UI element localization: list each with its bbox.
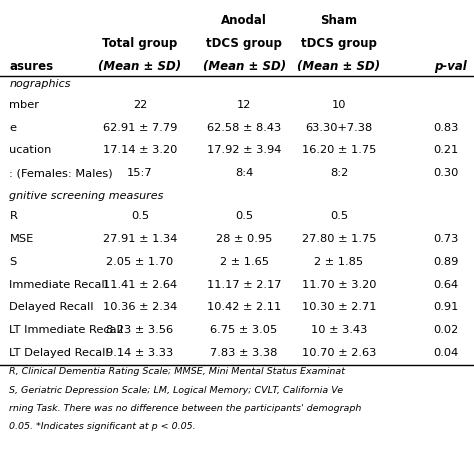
Text: (Mean ± ​SD): (Mean ± ​SD)	[98, 60, 182, 73]
Text: LT Immediate Recall: LT Immediate Recall	[9, 325, 124, 335]
Text: nographics: nographics	[9, 80, 71, 90]
Text: gnitive screening measures: gnitive screening measures	[9, 191, 164, 201]
Text: 12: 12	[237, 100, 251, 110]
Text: 0.83: 0.83	[434, 123, 459, 133]
Text: 8:2: 8:2	[330, 168, 348, 178]
Text: Delayed Recall: Delayed Recall	[9, 302, 94, 312]
Text: S, Geriatric Depression Scale; LM, Logical Memory; CVLT, California Ve: S, Geriatric Depression Scale; LM, Logic…	[9, 385, 344, 394]
Text: 8:4: 8:4	[235, 168, 253, 178]
Text: 15:7: 15:7	[127, 168, 153, 178]
Text: tDCS group: tDCS group	[301, 37, 377, 50]
Text: 0.89: 0.89	[434, 257, 459, 267]
Text: 11.17 ± 2.17: 11.17 ± 2.17	[207, 280, 282, 290]
Text: S: S	[9, 257, 17, 267]
Text: ucation: ucation	[9, 146, 52, 155]
Text: : (Females: Males): : (Females: Males)	[9, 168, 113, 178]
Text: 0.05. *Indicates significant at p < 0.05.: 0.05. *Indicates significant at p < 0.05…	[9, 422, 196, 431]
Text: 8.23 ± 3.56: 8.23 ± 3.56	[106, 325, 173, 335]
Text: 28 ± 0.95: 28 ± 0.95	[216, 234, 272, 244]
Text: 62.91 ± 7.79: 62.91 ± 7.79	[103, 123, 177, 133]
Text: 27.91 ± 1.34: 27.91 ± 1.34	[103, 234, 177, 244]
Text: 0.5: 0.5	[235, 211, 253, 221]
Text: 11.70 ± 3.20: 11.70 ± 3.20	[301, 280, 376, 290]
Text: 0.30: 0.30	[434, 168, 459, 178]
Text: 2 ± 1.65: 2 ± 1.65	[219, 257, 269, 267]
Text: 2 ± 1.85: 2 ± 1.85	[314, 257, 364, 267]
Text: 0.5: 0.5	[330, 211, 348, 221]
Text: asures: asures	[9, 60, 54, 73]
Text: Immediate Recall: Immediate Recall	[9, 280, 109, 290]
Text: R: R	[9, 211, 18, 221]
Text: (Mean ± ​SD): (Mean ± ​SD)	[297, 60, 381, 73]
Text: MSE: MSE	[9, 234, 34, 244]
Text: tDCS group: tDCS group	[206, 37, 282, 50]
Text: (Mean ± ​SD): (Mean ± ​SD)	[202, 60, 286, 73]
Text: p-val: p-val	[434, 60, 466, 73]
Text: 22: 22	[133, 100, 147, 110]
Text: 62.58 ± 8.43: 62.58 ± 8.43	[207, 123, 281, 133]
Text: 0.73: 0.73	[434, 234, 459, 244]
Text: 9.14 ± 3.33: 9.14 ± 3.33	[106, 348, 173, 358]
Text: e: e	[9, 123, 17, 133]
Text: 10.70 ± 2.63: 10.70 ± 2.63	[302, 348, 376, 358]
Text: 10.36 ± 2.34: 10.36 ± 2.34	[103, 302, 177, 312]
Text: rning Task. There was no difference between the participants' demograph: rning Task. There was no difference betw…	[9, 404, 362, 413]
Text: 0.02: 0.02	[434, 325, 459, 335]
Text: 10.30 ± 2.71: 10.30 ± 2.71	[301, 302, 376, 312]
Text: 10: 10	[332, 100, 346, 110]
Text: Sham: Sham	[320, 14, 357, 27]
Text: 0.5: 0.5	[131, 211, 149, 221]
Text: 0.21: 0.21	[434, 146, 459, 155]
Text: LT Delayed Recall: LT Delayed Recall	[9, 348, 109, 358]
Text: 6.75 ± 3.05: 6.75 ± 3.05	[210, 325, 278, 335]
Text: R, Clinical Dementia Rating Scale; MMSE, Mini Mental Status Examinat: R, Clinical Dementia Rating Scale; MMSE,…	[9, 367, 346, 376]
Text: 2.05 ± 1.70: 2.05 ± 1.70	[106, 257, 173, 267]
Text: 16.20 ± 1.75: 16.20 ± 1.75	[302, 146, 376, 155]
Text: Anodal: Anodal	[221, 14, 267, 27]
Text: 17.92 ± 3.94: 17.92 ± 3.94	[207, 146, 281, 155]
Text: mber: mber	[9, 100, 39, 110]
Text: 27.80 ± 1.75: 27.80 ± 1.75	[301, 234, 376, 244]
Text: 0.64: 0.64	[434, 280, 459, 290]
Text: 10 ± 3.43: 10 ± 3.43	[311, 325, 367, 335]
Text: 63.30+7.38: 63.30+7.38	[305, 123, 373, 133]
Text: 7.83 ± 3.38: 7.83 ± 3.38	[210, 348, 278, 358]
Text: Total group: Total group	[102, 37, 177, 50]
Text: 0.91: 0.91	[434, 302, 459, 312]
Text: 10.42 ± 2.11: 10.42 ± 2.11	[207, 302, 281, 312]
Text: 0.04: 0.04	[434, 348, 459, 358]
Text: 11.41 ± 2.64: 11.41 ± 2.64	[103, 280, 177, 290]
Text: 17.14 ± 3.20: 17.14 ± 3.20	[103, 146, 177, 155]
